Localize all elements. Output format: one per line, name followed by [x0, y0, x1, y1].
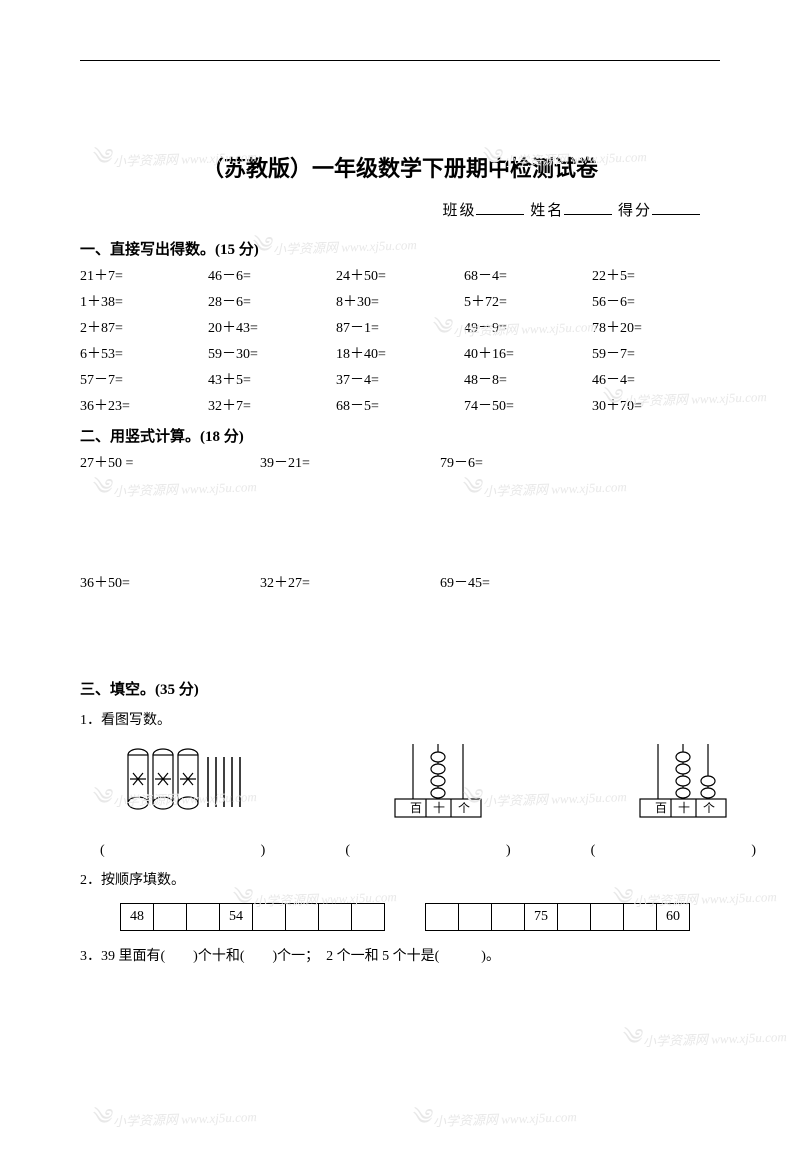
- exam-title: （苏教版）一年级数学下册期中检测试卷: [80, 151, 720, 183]
- calc-cell: 24＋50=: [336, 265, 464, 285]
- calc-cell: 57－7=: [80, 369, 208, 389]
- calc-cell: 43＋5=: [208, 369, 336, 389]
- class-label: 班级: [442, 203, 476, 219]
- seq-cell[interactable]: 54: [219, 903, 253, 931]
- sequence-1: 48 54: [120, 903, 385, 931]
- calc-cell: 5＋72=: [464, 291, 592, 311]
- calc-cell: 32＋27=: [260, 572, 440, 592]
- seq-cell[interactable]: [285, 903, 319, 931]
- score-blank[interactable]: [652, 201, 700, 215]
- calc-cell: 69－45=: [440, 572, 620, 592]
- q3-2-text: 2．按顺序填数。: [80, 869, 720, 889]
- class-blank[interactable]: [476, 201, 524, 215]
- calc-cell: 28－6=: [208, 291, 336, 311]
- bundle-figure: ( ): [100, 739, 285, 859]
- calc-cell: 46－6=: [208, 265, 336, 285]
- section-3-head: 三、填空。(35 分): [80, 678, 720, 699]
- calc-cell: 68－5=: [336, 395, 464, 415]
- seq-cell[interactable]: [557, 903, 591, 931]
- abacus-2: 百 十 个 ( ): [591, 739, 776, 859]
- abacus-icon: 百 十 个: [628, 739, 738, 819]
- calc-cell: 2＋87=: [80, 317, 208, 337]
- top-rule: [80, 60, 720, 61]
- calc-cell: 40＋16=: [464, 343, 592, 363]
- section-2-grid: 27＋50 = 39－21= 79－6= 36＋50= 32＋27= 69－45…: [80, 452, 720, 592]
- seq-cell[interactable]: [623, 903, 657, 931]
- calc-cell: 6＋53=: [80, 343, 208, 363]
- section-2-head: 二、用竖式计算。(18 分): [80, 425, 720, 446]
- calc-cell: 32＋7=: [208, 395, 336, 415]
- page: ༄小学资源网 www.xj5u.com ༄小学资源网 www.xj5u.com …: [0, 0, 800, 1013]
- seq-cell[interactable]: [318, 903, 352, 931]
- score-label: 得分: [618, 203, 652, 219]
- section-1-grid: 21＋7= 46－6= 24＋50= 68－4= 22＋5= 1＋38= 28－…: [80, 265, 720, 415]
- calc-cell: 79－6=: [440, 452, 620, 472]
- calc-cell: 46－4=: [592, 369, 720, 389]
- seq-cell[interactable]: [186, 903, 220, 931]
- calc-cell: 78＋20=: [592, 317, 720, 337]
- svg-text:个: 个: [703, 801, 715, 815]
- student-info-line: 班级 姓名 得分: [80, 199, 700, 220]
- calc-cell: 20＋43=: [208, 317, 336, 337]
- abacus-1: 百 十 个 ( ): [345, 739, 530, 859]
- watermark: ༄小学资源网 www.xj5u.com: [409, 1087, 578, 1155]
- calc-cell: 59－7=: [592, 343, 720, 363]
- seq-cell[interactable]: [458, 903, 492, 931]
- section-1-head: 一、直接写出得数。(15 分): [80, 238, 720, 259]
- calc-cell: 21＋7=: [80, 265, 208, 285]
- seq-cell[interactable]: [252, 903, 286, 931]
- calc-cell: 48－8=: [464, 369, 592, 389]
- calc-cell: 56－6=: [592, 291, 720, 311]
- seq-cell[interactable]: [590, 903, 624, 931]
- sequence-row: 48 54 75 60: [120, 903, 720, 931]
- watermark: ༄小学资源网 www.xj5u.com: [89, 1087, 258, 1155]
- calc-cell: 8＋30=: [336, 291, 464, 311]
- seq-cell[interactable]: [425, 903, 459, 931]
- svg-text:百: 百: [655, 801, 667, 815]
- calc-cell: 74－50=: [464, 395, 592, 415]
- seq-cell[interactable]: [491, 903, 525, 931]
- name-label: 姓名: [530, 203, 564, 219]
- seq-cell[interactable]: [351, 903, 385, 931]
- sequence-2: 75 60: [425, 903, 690, 931]
- calc-cell: 30＋70=: [592, 395, 720, 415]
- abacus-icon: 百 十 个: [383, 739, 493, 819]
- answer-blank[interactable]: ( ): [100, 839, 285, 859]
- calc-cell: 49－9=: [464, 317, 592, 337]
- calc-cell: 87－1=: [336, 317, 464, 337]
- svg-text:十: 十: [678, 801, 690, 815]
- answer-blank[interactable]: ( ): [591, 839, 776, 859]
- name-blank[interactable]: [564, 201, 612, 215]
- calc-cell: 18＋40=: [336, 343, 464, 363]
- seq-cell[interactable]: 60: [656, 903, 690, 931]
- seq-cell[interactable]: 48: [120, 903, 154, 931]
- bundles-icon: [123, 739, 263, 819]
- calc-cell: 36＋23=: [80, 395, 208, 415]
- calc-cell: 27＋50 =: [80, 452, 260, 472]
- calc-cell: 39－21=: [260, 452, 440, 472]
- calc-cell: 36＋50=: [80, 572, 260, 592]
- calc-cell: 37－4=: [336, 369, 464, 389]
- seq-cell[interactable]: [153, 903, 187, 931]
- svg-text:百: 百: [410, 801, 422, 815]
- watermark: ༄小学资源网 www.xj5u.com: [619, 1007, 788, 1075]
- answer-blank[interactable]: ( ): [345, 839, 530, 859]
- svg-text:个: 个: [458, 801, 470, 815]
- q3-3-text: 3．39 里面有( )个十和( )个一； 2 个一和 5 个十是( )。: [80, 945, 720, 965]
- svg-text:十: 十: [433, 801, 445, 815]
- calc-cell: 22＋5=: [592, 265, 720, 285]
- calc-cell: 68－4=: [464, 265, 592, 285]
- seq-cell[interactable]: 75: [524, 903, 558, 931]
- figure-row: ( ) 百 十 个: [100, 739, 720, 859]
- calc-cell: 1＋38=: [80, 291, 208, 311]
- q3-1-text: 1．看图写数。: [80, 709, 720, 729]
- calc-cell: 59－30=: [208, 343, 336, 363]
